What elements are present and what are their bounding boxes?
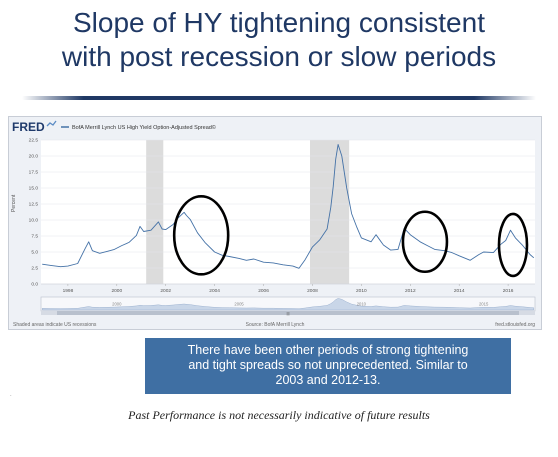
slide-title: Slope of HY tightening consistent with p… xyxy=(0,6,558,74)
disclaimer: Past Performance is not necessarily indi… xyxy=(128,408,430,422)
legend-label: BofA Merrill Lynch US High Yield Option-… xyxy=(72,124,216,131)
y-tick-label: 5.0 xyxy=(31,250,38,256)
highlight-circle-2 xyxy=(401,210,449,274)
slide-dot: . xyxy=(10,392,12,398)
y-tick-label: 7.5 xyxy=(31,234,38,240)
x-tick-label: 2010 xyxy=(356,288,367,294)
callout-line-2: and tight spreads so not unprecedented. … xyxy=(188,358,468,372)
recession-note: Shaded areas indicate US recessions xyxy=(13,322,97,328)
y-tick-label: 17.5 xyxy=(29,170,39,176)
navigator-year-label: 2005 xyxy=(234,302,244,307)
highlight-circle-1 xyxy=(172,195,230,276)
hy-spread-chart: FRED BofA Merrill Lynch US High Yield Op… xyxy=(11,120,536,328)
y-tick-label: 12.5 xyxy=(29,202,39,208)
title-divider xyxy=(22,96,536,100)
x-tick-label: 2000 xyxy=(111,288,122,294)
title-line-1: Slope of HY tightening consistent xyxy=(73,7,485,38)
x-tick-label: 2006 xyxy=(258,288,269,294)
y-tick-label: 22.5 xyxy=(29,138,39,144)
x-tick-label: 2012 xyxy=(405,288,416,294)
scroll-grip-icon: ||| xyxy=(286,311,289,316)
fred-logo[interactable]: FRED xyxy=(12,120,45,134)
navigator-year-label: 2000 xyxy=(112,302,122,307)
y-tick-label: 15.0 xyxy=(29,186,39,192)
x-tick-label: 2002 xyxy=(160,288,171,294)
y-tick-label: 10.0 xyxy=(29,218,39,224)
navigator-series xyxy=(42,298,534,311)
y-tick-label: 2.5 xyxy=(31,266,38,272)
x-tick-label: 2004 xyxy=(209,288,220,294)
fred-url[interactable]: fred.stlouisfed.org xyxy=(495,322,535,328)
x-tick-label: 1998 xyxy=(63,288,74,294)
x-tick-label: 2016 xyxy=(503,288,514,294)
hy-spread-line xyxy=(42,144,535,269)
navigator-scroll-thumb[interactable] xyxy=(57,311,519,315)
recession-band-1 xyxy=(146,140,164,284)
x-tick-label: 2014 xyxy=(454,288,465,294)
title-line-2: with post recession or slow periods xyxy=(61,41,497,72)
navigator-year-label: 2010 xyxy=(357,302,367,307)
x-tick-label: 2008 xyxy=(307,288,318,294)
y-axis-label: Percent xyxy=(11,194,17,212)
navigator-year-label: 2015 xyxy=(479,302,489,307)
y-tick-label: 0.0 xyxy=(31,282,38,288)
plot-area xyxy=(41,140,535,284)
source-note: Source: BofA Merrill Lynch xyxy=(246,322,305,328)
y-tick-label: 20.0 xyxy=(29,154,39,160)
fred-chart-frame: FRED BofA Merrill Lynch US High Yield Op… xyxy=(8,116,542,330)
fred-logo-icon xyxy=(46,120,57,127)
callout-box: There have been other periods of strong … xyxy=(145,338,511,394)
callout-line-1: There have been other periods of strong … xyxy=(187,343,469,357)
highlight-circle-3 xyxy=(497,212,529,278)
callout-line-3: 2003 and 2012-13. xyxy=(275,373,381,387)
